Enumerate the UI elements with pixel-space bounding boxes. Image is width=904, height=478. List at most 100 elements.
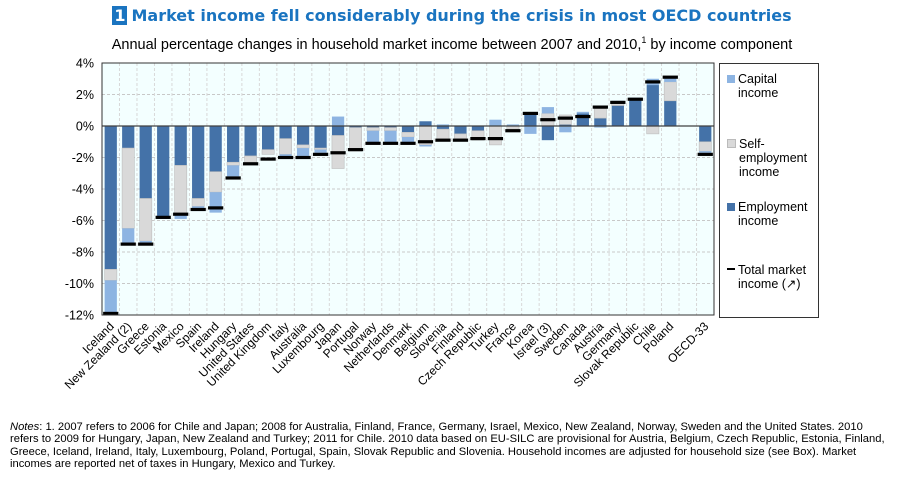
- bar-employment: [594, 118, 607, 126]
- bar-capital: [419, 144, 432, 147]
- bar-employment: [629, 99, 642, 126]
- total-market-income-marker: [225, 176, 241, 180]
- bar-employment: [349, 126, 362, 128]
- bar-employment: [227, 126, 240, 163]
- total-market-income-marker: [662, 75, 678, 79]
- bar-employment: [384, 126, 397, 128]
- notes-label: Notes: [10, 421, 40, 433]
- legend-item-employment: Employment income: [727, 200, 814, 228]
- legend-label-capital: Capital income: [738, 72, 779, 100]
- bar-self-employment: [436, 128, 450, 141]
- y-tick-label: -2%: [72, 151, 94, 165]
- bar-employment: [157, 126, 170, 219]
- total-market-income-marker: [697, 152, 713, 156]
- total-market-income-marker: [138, 242, 154, 246]
- chart-number-badge: 1: [112, 6, 128, 25]
- total-market-income-marker: [400, 141, 416, 145]
- total-market-income-marker: [312, 152, 329, 156]
- bar-employment: [454, 126, 467, 134]
- legend-swatch-total: [727, 268, 735, 270]
- bar-capital: [366, 130, 380, 144]
- bar-capital: [174, 214, 187, 219]
- bar-self-employment: [349, 127, 362, 152]
- bar-self-employment: [698, 141, 712, 152]
- bar-self-employment: [191, 198, 205, 207]
- total-market-income-marker: [103, 311, 119, 316]
- bar-self-employment: [663, 81, 677, 102]
- bar-self-employment: [244, 155, 258, 163]
- bar-self-employment: [593, 108, 607, 119]
- bar-capital: [489, 119, 502, 126]
- bar-self-employment: [174, 165, 188, 215]
- total-market-income-marker: [208, 206, 224, 210]
- total-market-income-marker: [557, 116, 573, 120]
- total-market-income-marker: [452, 138, 469, 142]
- bar-self-employment: [139, 198, 153, 242]
- bar-capital: [122, 228, 135, 245]
- bar-capital: [401, 137, 415, 144]
- bar-employment: [664, 100, 677, 126]
- chart-notes: Notes: 1. 2007 refers to 2006 for Chile …: [10, 421, 890, 471]
- subtitle-text: Annual percentage changes in household m…: [111, 36, 642, 53]
- y-tick-label: -6%: [72, 214, 94, 228]
- bar-capital: [541, 107, 555, 114]
- legend-item-capital: Capital income: [727, 72, 810, 100]
- total-market-income-marker: [505, 129, 521, 133]
- bar-capital: [576, 111, 589, 114]
- bar-employment: [244, 126, 257, 156]
- bar-employment: [541, 126, 555, 141]
- total-market-income-marker: [295, 155, 311, 160]
- plot-frame: [101, 62, 715, 316]
- bar-capital: [227, 165, 240, 177]
- bar-capital: [314, 149, 327, 153]
- total-market-income-marker: [260, 157, 276, 161]
- bar-self-employment: [646, 125, 660, 135]
- bar-employment: [401, 126, 415, 133]
- chart-title: 1 Market income fell considerably during …: [0, 6, 904, 25]
- total-market-income-marker: [120, 242, 136, 246]
- total-market-income-marker: [470, 137, 486, 141]
- bar-employment: [331, 126, 345, 136]
- total-market-income-marker: [382, 141, 399, 145]
- total-market-income-marker: [645, 80, 661, 84]
- legend-swatch-employment: [727, 203, 735, 211]
- y-tick-label: 0%: [76, 120, 94, 134]
- bar-employment: [419, 121, 432, 126]
- bar-self-employment: [279, 138, 293, 155]
- bar-self-employment: [314, 147, 327, 150]
- total-market-income-marker: [487, 137, 504, 141]
- y-tick-label: -8%: [72, 246, 94, 260]
- total-market-income-marker: [155, 215, 171, 219]
- bar-employment: [559, 124, 572, 126]
- total-market-income-marker: [575, 114, 591, 119]
- legend-swatch-capital: [727, 75, 735, 83]
- bar-self-employment: [366, 127, 380, 132]
- bar-employment: [279, 126, 292, 139]
- total-market-income-marker: [435, 138, 451, 142]
- bar-employment: [611, 105, 624, 126]
- total-market-income-marker: [627, 97, 643, 101]
- bar-employment: [646, 85, 659, 126]
- chart-title-text: Market income fell considerably during t…: [131, 6, 792, 25]
- legend-item-total: Total market income (↗): [727, 263, 814, 291]
- bar-capital: [436, 124, 450, 126]
- y-tick-label: -10%: [65, 277, 94, 291]
- bar-self-employment: [401, 132, 415, 138]
- bar-capital: [699, 151, 712, 153]
- total-market-income-marker: [540, 118, 556, 122]
- bar-self-employment: [384, 127, 397, 132]
- total-market-income-marker: [610, 100, 626, 104]
- bar-capital: [384, 130, 397, 144]
- total-market-income-marker: [365, 141, 381, 145]
- bar-capital: [331, 116, 345, 126]
- bar-self-employment: [489, 125, 502, 146]
- legend-item-self-employment: Self-employment income: [727, 137, 815, 179]
- bar-capital: [594, 126, 607, 128]
- total-market-income-marker: [277, 155, 294, 160]
- bar-employment: [261, 126, 275, 150]
- bar-employment: [209, 126, 222, 172]
- total-market-income-marker: [190, 207, 206, 212]
- bar-employment: [436, 126, 450, 130]
- bar-employment: [296, 126, 310, 145]
